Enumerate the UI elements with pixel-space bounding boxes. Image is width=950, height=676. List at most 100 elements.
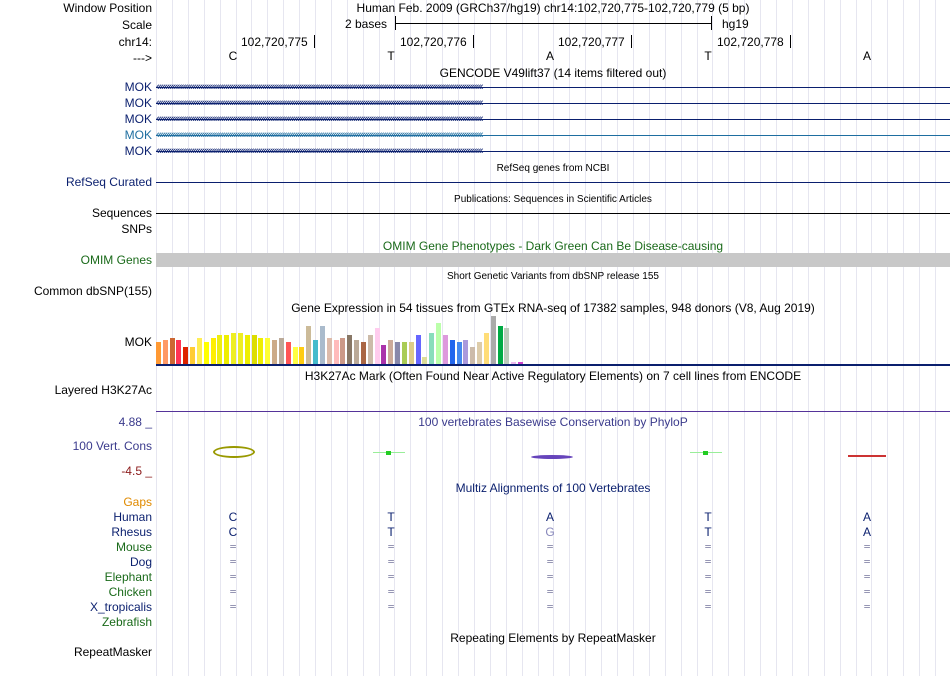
phylop-label[interactable]: 100 Vert. Cons xyxy=(72,439,152,453)
gtex-tissue-bar[interactable] xyxy=(436,323,441,364)
gtex-tissue-bar[interactable] xyxy=(156,342,161,364)
multiz-species-label[interactable]: Chicken xyxy=(108,585,152,599)
h3k27ac-label[interactable]: Layered H3K27Ac xyxy=(54,383,152,397)
gtex-tissue-bar[interactable] xyxy=(299,347,304,364)
dbsnp-title[interactable]: Short Genetic Variants from dbSNP releas… xyxy=(447,271,659,282)
grid-line xyxy=(474,0,475,676)
gtex-tissue-bar[interactable] xyxy=(163,340,168,364)
snps-label[interactable]: SNPs xyxy=(121,222,152,236)
grid-line xyxy=(251,0,252,676)
gtex-tissue-bar[interactable] xyxy=(368,335,373,364)
gtex-tissue-bar[interactable] xyxy=(272,340,277,364)
gtex-tissue-bar[interactable] xyxy=(429,333,434,364)
gtex-tissue-bar[interactable] xyxy=(416,335,421,364)
omim-title[interactable]: OMIM Gene Phenotypes - Dark Green Can Be… xyxy=(382,239,724,253)
gtex-tissue-bar[interactable] xyxy=(511,362,516,364)
multiz-aligned-base: T xyxy=(387,525,395,539)
gtex-tissue-bar[interactable] xyxy=(402,342,407,364)
gtex-tissue-bar[interactable] xyxy=(176,340,181,364)
refseq-label[interactable]: RefSeq Curated xyxy=(65,175,152,189)
gtex-tissue-bar[interactable] xyxy=(409,342,414,364)
gtex-tissue-bar[interactable] xyxy=(293,347,298,364)
gtex-tissue-bar[interactable] xyxy=(443,335,448,364)
phylop-conservation-mark[interactable] xyxy=(213,446,255,458)
h3k27ac-track-line[interactable] xyxy=(156,411,950,412)
gtex-tissue-bar[interactable] xyxy=(450,340,455,364)
phylop-conservation-mark[interactable] xyxy=(848,455,886,457)
repeatmasker-title[interactable]: Repeating Elements by RepeatMasker xyxy=(450,631,656,645)
gtex-tissue-bar[interactable] xyxy=(388,340,393,364)
gtex-title[interactable]: Gene Expression in 54 tissues from GTEx … xyxy=(291,301,815,315)
gtex-tissue-bar[interactable] xyxy=(197,338,202,364)
refseq-track-line[interactable] xyxy=(156,182,950,183)
gtex-tissue-bar[interactable] xyxy=(258,338,263,364)
gtex-tissue-bar[interactable] xyxy=(381,345,386,364)
gtex-baseline xyxy=(156,364,950,366)
multiz-species-label[interactable]: X_tropicalis xyxy=(89,600,152,614)
gtex-tissue-bar[interactable] xyxy=(313,340,318,364)
multiz-species-label[interactable]: Mouse xyxy=(115,540,152,554)
gtex-tissue-bar[interactable] xyxy=(211,338,216,364)
gtex-tissue-bar[interactable] xyxy=(504,328,509,364)
gaps-label[interactable]: Gaps xyxy=(123,495,152,509)
gtex-tissue-bar[interactable] xyxy=(470,347,475,364)
gencode-title[interactable]: GENCODE V49lift37 (14 items filtered out… xyxy=(439,66,667,80)
gencode-gene-label[interactable]: MOK xyxy=(124,112,152,126)
gtex-tissue-bar[interactable] xyxy=(224,335,229,364)
gtex-tissue-bar[interactable] xyxy=(354,340,359,364)
refseq-title[interactable]: RefSeq genes from NCBI xyxy=(496,163,610,174)
gtex-tissue-bar[interactable] xyxy=(457,342,462,364)
gtex-tissue-bar[interactable] xyxy=(170,338,175,364)
gtex-tissue-bar[interactable] xyxy=(340,338,345,364)
omim-track-bar[interactable] xyxy=(156,253,950,267)
multiz-title[interactable]: Multiz Alignments of 100 Vertebrates xyxy=(455,481,651,495)
gtex-tissue-bar[interactable] xyxy=(306,326,311,364)
gtex-tissue-bar[interactable] xyxy=(375,328,380,364)
multiz-species-label[interactable]: Zebrafish xyxy=(101,615,152,629)
repeatmasker-label[interactable]: RepeatMasker xyxy=(73,645,152,659)
h3k27ac-title[interactable]: H3K27Ac Mark (Often Found Near Active Re… xyxy=(304,369,802,383)
gtex-tissue-bar[interactable] xyxy=(422,357,427,364)
gtex-tissue-bar[interactable] xyxy=(491,316,496,364)
phylop-conservation-mark[interactable] xyxy=(531,455,573,459)
gtex-tissue-bar[interactable] xyxy=(320,326,325,364)
gtex-tissue-bar[interactable] xyxy=(183,347,188,364)
gtex-label[interactable]: MOK xyxy=(124,335,152,349)
gencode-gene-label[interactable]: MOK xyxy=(124,144,152,158)
gtex-tissue-bar[interactable] xyxy=(245,335,250,364)
dbsnp-label[interactable]: Common dbSNP(155) xyxy=(33,284,152,298)
gtex-tissue-bar[interactable] xyxy=(463,340,468,364)
multiz-species-label[interactable]: Rhesus xyxy=(111,525,152,539)
gtex-tissue-bar[interactable] xyxy=(217,335,222,364)
gencode-gene-label[interactable]: MOK xyxy=(124,96,152,110)
gtex-tissue-bar[interactable] xyxy=(484,333,489,364)
gtex-tissue-bar[interactable] xyxy=(477,342,482,364)
gtex-tissue-bar[interactable] xyxy=(204,342,209,364)
multiz-aligned-base: = xyxy=(387,585,395,598)
gtex-tissue-bar[interactable] xyxy=(395,342,400,364)
phylop-title[interactable]: 100 vertebrates Basewise Conservation by… xyxy=(418,415,688,429)
gtex-tissue-bar[interactable] xyxy=(252,335,257,364)
gtex-tissue-bar[interactable] xyxy=(347,335,352,364)
gtex-tissue-bar[interactable] xyxy=(238,333,243,364)
publications-track-line[interactable] xyxy=(156,213,950,214)
gtex-tissue-bar[interactable] xyxy=(286,342,291,364)
gtex-tissue-bar[interactable] xyxy=(518,362,523,364)
publications-label[interactable]: Sequences xyxy=(91,206,152,220)
gencode-gene-label[interactable]: MOK xyxy=(124,128,152,142)
gencode-gene-label[interactable]: MOK xyxy=(124,80,152,94)
gtex-tissue-bar[interactable] xyxy=(265,338,270,364)
gtex-tissue-bar[interactable] xyxy=(334,340,339,364)
multiz-species-label[interactable]: Dog xyxy=(129,555,152,569)
gtex-tissue-bar[interactable] xyxy=(279,338,284,364)
gtex-tissue-bar[interactable] xyxy=(361,342,366,364)
publications-title[interactable]: Publications: Sequences in Scientific Ar… xyxy=(454,194,652,205)
omim-label[interactable]: OMIM Genes xyxy=(80,253,152,267)
gtex-tissue-bar[interactable] xyxy=(327,338,332,364)
gtex-tissue-bar[interactable] xyxy=(231,333,236,364)
gtex-tissue-bar[interactable] xyxy=(498,326,503,364)
gtex-tissue-bar[interactable] xyxy=(190,347,195,364)
multiz-species-label[interactable]: Elephant xyxy=(104,570,152,584)
multiz-species-label[interactable]: Human xyxy=(113,510,152,524)
